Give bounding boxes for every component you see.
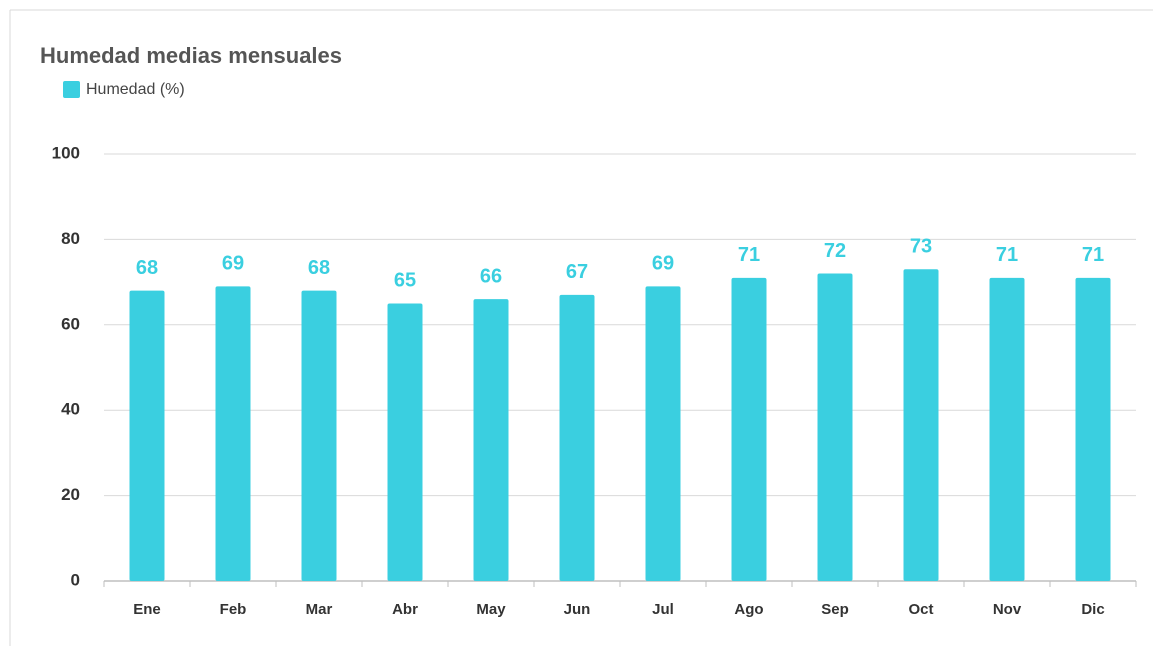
bar — [1075, 277, 1111, 581]
y-tick-label: 80 — [61, 229, 80, 248]
y-tick-label: 100 — [52, 143, 80, 162]
x-tick-label: Ago — [734, 601, 763, 618]
x-tick-label: Nov — [993, 601, 1022, 618]
data-label: 71 — [1082, 244, 1104, 266]
bar — [301, 290, 337, 581]
y-tick-label: 0 — [71, 570, 80, 589]
data-label: 67 — [566, 261, 588, 283]
bar — [817, 273, 853, 581]
bar — [129, 290, 165, 581]
x-tick-label: Abr — [392, 601, 418, 618]
x-tick-label: Feb — [220, 601, 247, 618]
data-label: 68 — [136, 257, 158, 279]
legend-label: Humedad (%) — [86, 81, 185, 98]
x-tick-label: Mar — [306, 601, 333, 618]
x-tick-label: Ene — [133, 601, 161, 618]
data-label: 66 — [480, 265, 502, 287]
bar — [645, 286, 681, 581]
data-label: 69 — [222, 253, 244, 275]
y-tick-label: 20 — [61, 485, 80, 504]
bar — [731, 277, 767, 581]
legend-swatch — [63, 81, 80, 98]
bar — [387, 303, 423, 581]
data-label: 69 — [652, 253, 674, 275]
data-label: 71 — [738, 244, 760, 266]
y-tick-label: 60 — [61, 314, 80, 333]
bar — [903, 269, 939, 581]
data-label: 71 — [996, 244, 1018, 266]
y-tick-label: 40 — [61, 400, 80, 419]
x-tick-label: Jul — [652, 601, 674, 618]
data-label: 68 — [308, 257, 330, 279]
data-label: 73 — [910, 236, 932, 258]
bar — [473, 299, 509, 581]
data-label: 65 — [394, 270, 416, 292]
bar — [215, 286, 251, 581]
chart-title: Humedad medias mensuales — [40, 43, 342, 68]
bar — [559, 294, 595, 581]
x-tick-label: Oct — [908, 601, 933, 618]
data-label: 72 — [824, 240, 846, 262]
x-tick-label: May — [476, 601, 506, 618]
x-tick-label: Jun — [564, 601, 591, 618]
x-tick-label: Sep — [821, 601, 849, 618]
bar — [989, 277, 1025, 581]
x-tick-label: Dic — [1081, 601, 1104, 618]
